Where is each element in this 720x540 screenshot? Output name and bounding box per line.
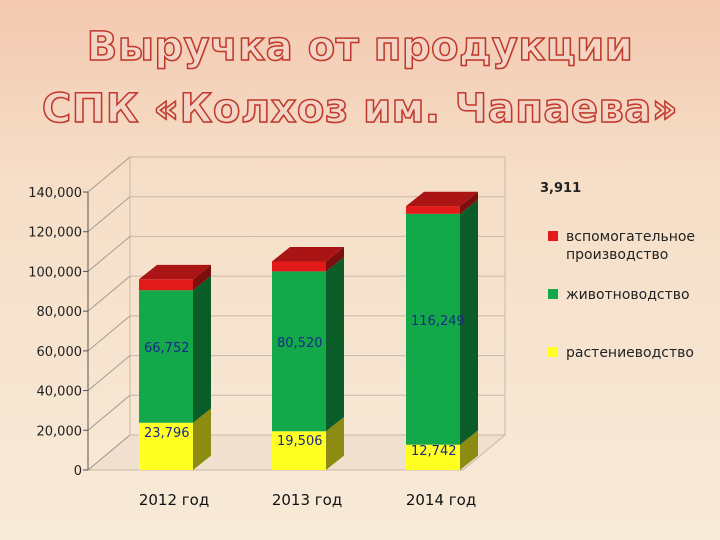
bar-zhivotnovodstvo-1 [139, 290, 193, 423]
y-tick-label: 100,000 [28, 265, 82, 280]
bar-rastenievodstvo-3 [406, 444, 460, 470]
x-tick-label: 2013 год [272, 491, 342, 509]
gridline-side [87, 156, 131, 193]
bar-zhivotnovodstvo-2 [272, 271, 326, 432]
data-label-zhivotnovodstvo: 116,249 [411, 314, 465, 329]
bar-side-zhivotnovodstvo-1 [193, 275, 211, 423]
legend-label-rastenievodstvo: растениеводство [566, 345, 694, 361]
bar-side-vspomogatelnoe-1 [193, 264, 211, 291]
y-tick-label: 20,000 [37, 424, 83, 439]
bar-top-3 [406, 191, 478, 207]
legend-swatch-rastenievodstvo [548, 347, 558, 357]
gridline-side [87, 315, 131, 352]
data-label-vspomogatelnoe: 3,911 [540, 181, 581, 196]
data-label-zhivotnovodstvo: 66,752 [144, 341, 190, 356]
bar-vspomogatelnoe-3 [406, 206, 460, 214]
legend-swatch-vspomogatelnoe [548, 231, 558, 241]
data-label-rastenievodstvo: 23,796 [144, 426, 190, 441]
bar-side-rastenievodstvo-2 [326, 416, 344, 470]
gridline-side [87, 434, 131, 471]
chart-title-line-1: Выручка от продукции [86, 23, 634, 71]
gridline-side [87, 196, 131, 233]
gridline-side [87, 394, 131, 431]
x-tick-label: 2012 год [139, 491, 209, 509]
y-tick-label: 0 [74, 464, 82, 479]
bar-side-zhivotnovodstvo-2 [326, 256, 344, 432]
bar-side-zhivotnovodstvo-3 [460, 199, 478, 445]
gridline-side [87, 355, 131, 391]
bar-rastenievodstvo-1 [139, 422, 193, 470]
bar-vspomogatelnoe-2 [272, 261, 326, 272]
bar-side-vspomogatelnoe-2 [326, 247, 344, 272]
chart-title-line-2: СПК «Колхоз им. Чапаева» [41, 85, 679, 133]
legend-swatch-zhivotnovodstvo [548, 289, 558, 299]
bar-zhivotnovodstvo-3 [406, 213, 460, 445]
data-label-rastenievodstvo: 19,506 [277, 434, 323, 449]
bar-side-vspomogatelnoe-3 [460, 191, 478, 214]
bar-vspomogatelnoe-1 [139, 279, 193, 291]
gridline-side [87, 236, 131, 272]
bar-top-2 [272, 247, 344, 262]
legend-label-zhivotnovodstvo: животноводство [566, 287, 690, 303]
data-label-zhivotnovodstvo: 80,520 [277, 336, 323, 351]
bar-side-rastenievodstvo-1 [193, 408, 211, 470]
y-tick-label: 120,000 [28, 226, 82, 241]
y-tick-label: 80,000 [37, 305, 83, 320]
y-tick-label: 40,000 [37, 385, 83, 400]
bar-side-rastenievodstvo-3 [460, 430, 478, 470]
y-tick-label: 140,000 [28, 186, 82, 201]
bar-rastenievodstvo-2 [272, 431, 326, 470]
gridline-side [87, 275, 131, 312]
data-label-rastenievodstvo: 12,742 [411, 444, 457, 459]
x-tick-label: 2014 год [406, 491, 476, 509]
legend-label-vspomogatelnoe: вспомогательное производство [566, 229, 696, 263]
bar-top-1 [139, 264, 211, 280]
y-tick-label: 60,000 [37, 345, 83, 360]
